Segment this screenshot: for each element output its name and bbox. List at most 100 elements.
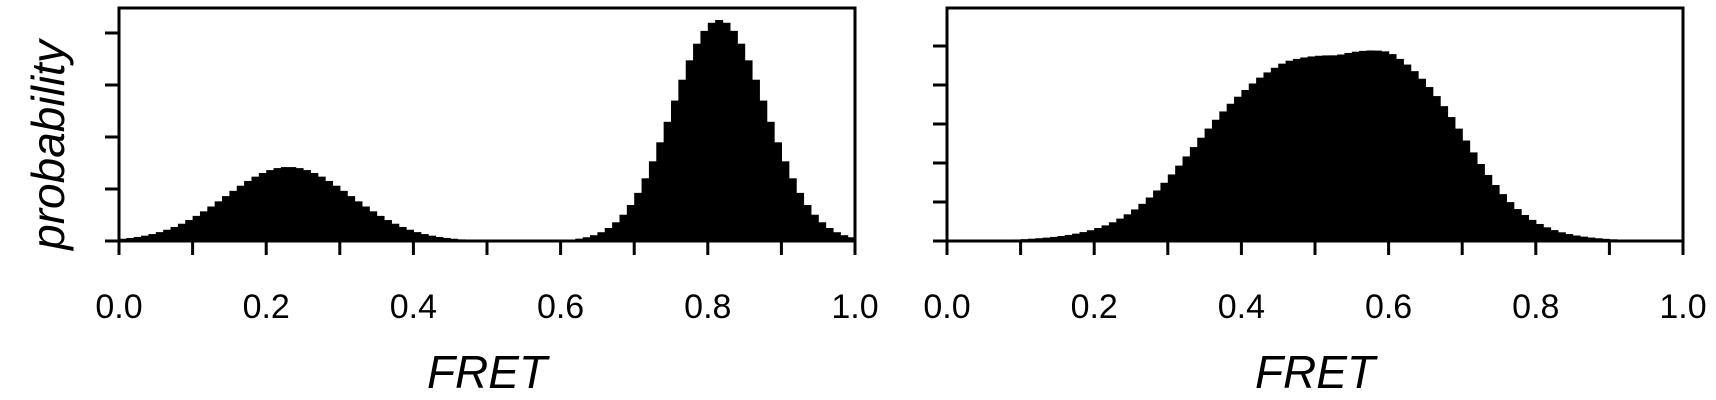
left-histogram-bar xyxy=(148,234,157,241)
right-histogram-bar xyxy=(1094,228,1103,241)
right-histogram-bar xyxy=(1211,119,1220,241)
right-histogram-bar xyxy=(1454,128,1463,241)
left-histogram-bar xyxy=(229,190,238,241)
right-histogram-bar xyxy=(1226,103,1235,242)
right-histogram-bar xyxy=(1086,230,1095,241)
left-histogram-bar xyxy=(781,161,790,241)
left-histogram-bar xyxy=(192,215,201,241)
left-histogram-bar xyxy=(810,214,819,241)
left-histogram-bar xyxy=(847,237,856,241)
right-histogram-bar xyxy=(1292,58,1301,241)
right-x-tick-label: 0.6 xyxy=(1365,288,1412,326)
right-histogram-bar xyxy=(1403,64,1412,241)
right-histogram-bar xyxy=(1108,222,1117,241)
left-histogram-bar xyxy=(236,185,245,241)
right-histogram-bar xyxy=(1042,237,1051,241)
right-histogram-bar xyxy=(1116,218,1125,241)
right-histogram-bar xyxy=(1462,140,1471,241)
right-histogram-bar xyxy=(1322,55,1331,242)
right-histogram-bar xyxy=(1153,190,1162,241)
left-histogram-panel: 0.0 0.2 0.4 0.6 0.8 1.0 FRET probability xyxy=(22,6,879,398)
left-x-tick-label: 0.8 xyxy=(684,288,731,326)
right-histogram-bar xyxy=(1425,87,1434,241)
left-histogram-bar xyxy=(766,121,775,241)
right-histogram-bar xyxy=(1101,225,1110,241)
left-histogram-bar xyxy=(413,232,422,241)
right-histogram-bar xyxy=(1300,57,1309,241)
right-histogram-bar xyxy=(1189,147,1198,241)
left-histogram-bar xyxy=(207,206,216,241)
left-x-axis-title: FRET xyxy=(427,346,550,398)
right-histogram-bar xyxy=(1484,174,1493,241)
right-histogram-bar xyxy=(1528,219,1537,241)
right-histogram-bar xyxy=(1579,236,1588,241)
left-histogram-bar xyxy=(398,226,407,241)
right-histogram-bar xyxy=(1256,77,1265,241)
left-histogram-bar xyxy=(604,228,613,241)
right-histogram-bar xyxy=(1234,96,1242,241)
right-histogram-bar xyxy=(1263,72,1272,241)
left-histogram-bar xyxy=(751,79,760,242)
right-histogram-bar xyxy=(1373,50,1382,241)
left-histogram-bar xyxy=(693,43,702,241)
left-histogram-bar xyxy=(590,235,598,241)
left-histogram-bar xyxy=(759,100,768,241)
right-x-tick-label: 0.4 xyxy=(1218,288,1265,326)
left-histogram-bar xyxy=(832,232,841,241)
right-histogram-bar xyxy=(1241,89,1250,242)
right-histogram-bar xyxy=(1351,51,1360,242)
right-histogram-bar xyxy=(1145,197,1154,241)
right-histogram-bar xyxy=(1469,152,1478,241)
left-histogram-bar xyxy=(133,236,142,241)
left-bars xyxy=(119,20,856,242)
left-x-ticks xyxy=(117,241,857,255)
left-histogram-bar xyxy=(796,192,805,241)
left-histogram-bar xyxy=(818,222,827,241)
left-x-tick-labels: 0.0 0.2 0.4 0.6 0.8 1.0 xyxy=(95,288,878,326)
right-histogram-panel: 0.0 0.2 0.4 0.6 0.8 1.0 FRET xyxy=(923,6,1707,398)
left-histogram-bar xyxy=(442,237,451,241)
right-histogram-bar xyxy=(1440,106,1449,241)
left-histogram-bar xyxy=(280,167,289,241)
right-histogram-bar xyxy=(1359,50,1368,241)
left-x-tick-label: 0.2 xyxy=(243,288,290,326)
left-histogram-bar xyxy=(428,235,437,241)
right-histogram-bar xyxy=(1182,156,1191,241)
right-histogram-bar xyxy=(1395,58,1404,241)
right-histogram-bar xyxy=(1344,52,1353,241)
left-histogram-bar xyxy=(347,196,356,241)
right-histogram-bar xyxy=(1543,227,1552,241)
left-histogram-bar xyxy=(656,142,665,241)
right-histogram-bar xyxy=(1491,185,1500,241)
right-x-ticks xyxy=(945,241,1685,255)
left-x-tick-label: 1.0 xyxy=(831,288,878,326)
left-histogram-bar xyxy=(376,215,385,241)
left-histogram-bar xyxy=(707,22,716,241)
right-histogram-bar xyxy=(1057,236,1066,241)
left-histogram-bar xyxy=(325,180,334,241)
left-histogram-bar xyxy=(258,172,267,241)
left-histogram-bar xyxy=(774,142,782,241)
left-x-tick-label: 0.6 xyxy=(537,288,584,326)
left-histogram-bar xyxy=(361,206,370,241)
right-histogram-bar xyxy=(1337,54,1346,242)
right-histogram-bar xyxy=(1072,233,1081,241)
right-histogram-bar xyxy=(1550,230,1559,241)
left-histogram-bar xyxy=(406,229,414,241)
left-histogram-bar xyxy=(729,30,738,241)
left-y-ticks xyxy=(105,31,119,243)
left-histogram-bar xyxy=(163,229,172,241)
right-x-tick-labels: 0.0 0.2 0.4 0.6 0.8 1.0 xyxy=(923,288,1706,326)
right-histogram-bar xyxy=(1388,54,1397,241)
left-histogram-bar xyxy=(788,178,797,241)
left-histogram-bar xyxy=(685,60,694,242)
left-histogram-bar xyxy=(222,196,230,241)
right-histogram-bar xyxy=(1307,56,1316,241)
left-histogram-bar xyxy=(641,178,650,241)
right-histogram-bar xyxy=(1506,202,1515,241)
left-histogram-bar xyxy=(700,30,709,241)
left-histogram-bar xyxy=(155,232,164,241)
right-histogram-bar xyxy=(1197,137,1206,241)
right-histogram-bar xyxy=(1565,234,1574,241)
